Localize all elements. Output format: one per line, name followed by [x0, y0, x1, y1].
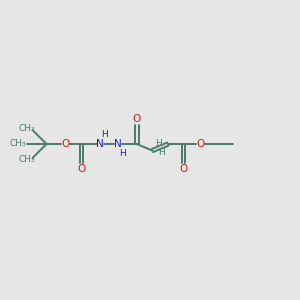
Text: CH₃: CH₃ [19, 155, 36, 164]
Text: O: O [77, 164, 86, 174]
Text: CH₃: CH₃ [19, 124, 36, 133]
Text: H: H [101, 130, 108, 139]
Text: H: H [156, 140, 162, 148]
Text: O: O [179, 164, 188, 174]
Text: O: O [133, 114, 141, 124]
Text: N: N [114, 139, 122, 149]
Text: O: O [196, 139, 204, 149]
Text: O: O [61, 139, 69, 149]
Text: N: N [96, 139, 104, 149]
Text: H: H [159, 148, 165, 157]
Text: CH₃: CH₃ [10, 140, 26, 148]
Text: H: H [119, 149, 126, 158]
